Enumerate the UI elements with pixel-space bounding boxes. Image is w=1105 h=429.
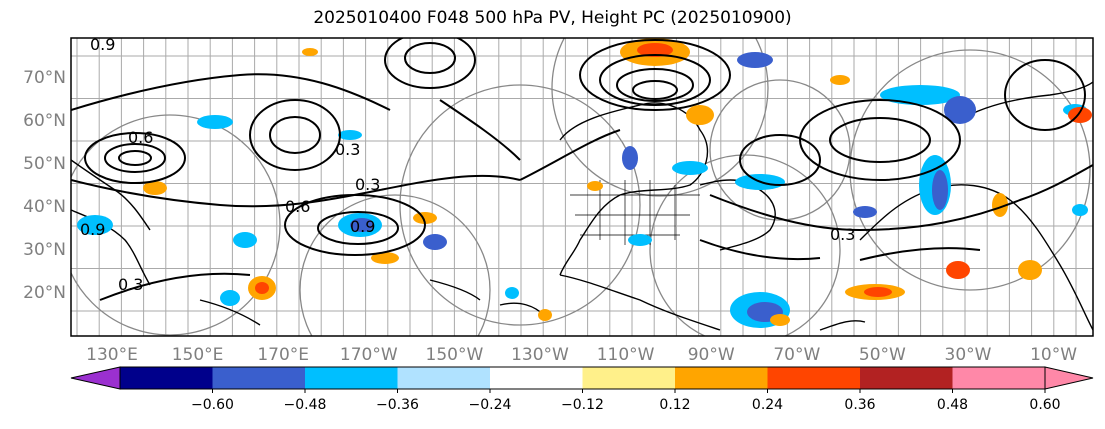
contour-label: 0.9 (80, 220, 105, 239)
contour-label: 0.9 (350, 217, 375, 236)
longitude-label: 150°E (172, 345, 224, 365)
colorbar-swatch (582, 367, 675, 389)
map-title: 2025010400 F048 500 hPa PV, Height PC (2… (313, 8, 792, 28)
longitude-label: 30°W (945, 345, 992, 365)
colorbar-swatch (952, 367, 1045, 389)
colorbar-tick-label: 0.12 (659, 397, 690, 413)
contour-label: 0.3 (335, 140, 360, 159)
colorbar-tick-label: −0.12 (561, 397, 604, 413)
latitude-label: 70°N (23, 68, 66, 88)
contour-labels: 0.3 0.3 0.6 0.9 0.3 0.3 0.6 0.9 0.9 (80, 35, 855, 294)
colorbar-extend-low (70, 366, 121, 390)
latitude-label: 20°N (23, 283, 66, 303)
longitude-label: 130°W (511, 345, 569, 365)
colorbar-swatch (490, 367, 583, 389)
colorbar-swatch (767, 367, 860, 389)
colorbar-swatch (305, 367, 398, 389)
map-frame (70, 37, 1094, 337)
colorbar-tick-label: 0.60 (1029, 397, 1060, 413)
longitude-label: 50°W (859, 345, 906, 365)
height-contours (71, 38, 1093, 301)
latitude-labels: 70°N 60°N 50°N 40°N 30°N 20°N (23, 68, 66, 303)
contour-label: 0.9 (90, 35, 115, 54)
colorbar-tick-label: 0.36 (844, 397, 875, 413)
pv-positive-shading (143, 38, 1092, 326)
longitude-label: 90°W (688, 345, 735, 365)
contour-label: 0.6 (285, 197, 310, 216)
colorbar-tick-label: −0.24 (469, 397, 512, 413)
state-boundaries (570, 180, 700, 245)
latitude-label: 50°N (23, 154, 66, 174)
longitude-label: 170°E (257, 345, 309, 365)
longitude-labels: 130°E 150°E 170°E 170°W 150°W 130°W 110°W 90°W 7… (86, 345, 1077, 365)
longitude-label: 10°W (1030, 345, 1077, 365)
longitude-label: 170°W (340, 345, 398, 365)
colorbar-swatch (120, 367, 213, 389)
colorbar-tick-label: 0.24 (752, 397, 783, 413)
contour-label: 0.3 (830, 225, 855, 244)
colorbar-extend-high (1044, 366, 1094, 390)
longitude-label: 130°E (86, 345, 138, 365)
contour-label: 0.3 (118, 275, 143, 294)
latitude-label: 60°N (23, 111, 66, 131)
longitude-label: 110°W (597, 345, 655, 365)
colorbar-tick-label: −0.36 (376, 397, 419, 413)
longitude-label: 150°W (426, 345, 484, 365)
longitude-label: 70°W (773, 345, 820, 365)
colorbar: −0.60 −0.48 −0.36 −0.24 −0.12 0.12 0.24 0.36 0.4… (70, 366, 1094, 413)
range-rings (71, 38, 1091, 336)
colorbar-swatch (212, 367, 305, 389)
colorbar-tick-label: 0.48 (937, 397, 968, 413)
latitude-label: 40°N (23, 197, 66, 217)
latitude-label: 30°N (23, 240, 66, 260)
map-panel: 0.3 0.3 0.6 0.9 0.3 0.3 0.6 0.9 0.9 (71, 35, 1093, 336)
contour-label: 0.6 (128, 128, 153, 147)
colorbar-swatch (397, 367, 490, 389)
colorbar-tick-label: −0.48 (284, 397, 327, 413)
graticule-grid (71, 38, 1093, 336)
colorbar-tick-label: −0.60 (191, 397, 234, 413)
colorbar-swatch (675, 367, 768, 389)
colorbar-swatch (860, 367, 953, 389)
contour-label: 0.3 (355, 175, 380, 194)
